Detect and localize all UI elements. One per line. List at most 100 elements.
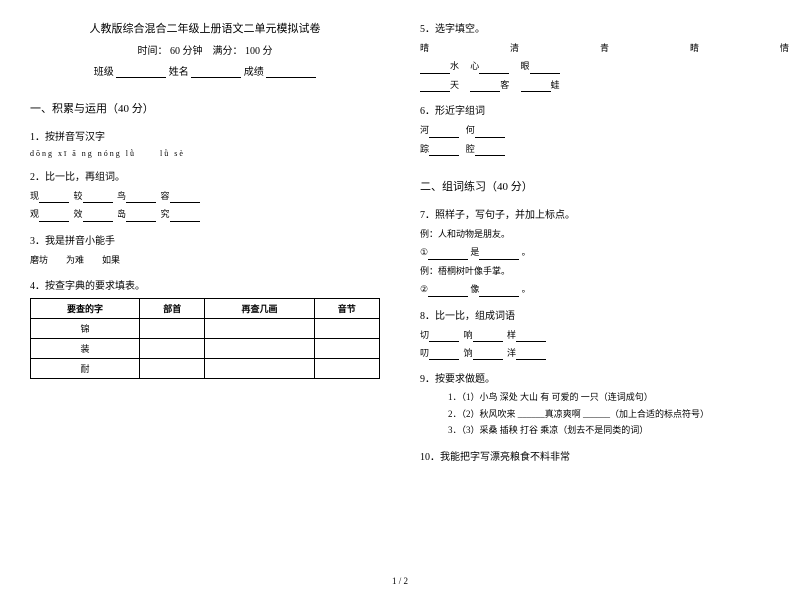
q2-r2-3: 究: [161, 209, 170, 219]
q6-r2-1: 腔: [466, 144, 475, 154]
q4-table: 要查的字 部首 再查几画 音节 锦 装 耐: [30, 298, 380, 379]
q8-row1: 切 响 样: [420, 328, 770, 342]
q7-dot: 。: [522, 247, 531, 257]
grade-label: 成绩: [244, 67, 264, 78]
q2-blank[interactable]: [170, 192, 200, 203]
q5-blank[interactable]: [420, 63, 450, 74]
td-blank[interactable]: [314, 339, 379, 359]
name-blank[interactable]: [191, 67, 241, 78]
q7-blank[interactable]: [428, 286, 468, 297]
q6-blank[interactable]: [429, 145, 459, 156]
td-char: 耐: [31, 359, 140, 379]
td-blank[interactable]: [205, 319, 314, 339]
th-0: 要查的字: [31, 299, 140, 319]
grade-blank[interactable]: [266, 67, 316, 78]
q7-blank[interactable]: [428, 249, 468, 260]
student-info-row: 班级 姓名 成绩: [30, 63, 380, 78]
q6-r1-0: 河: [420, 125, 429, 135]
q9-title: 9．按要求做题。: [420, 370, 770, 385]
td-char: 装: [31, 339, 140, 359]
time-score-line: 时间： 60 分钟 满分： 100 分: [30, 42, 380, 57]
q1-pinyin: dōng xī ā ng nóng lǜ lǜ sè: [30, 149, 380, 158]
q5-blank[interactable]: [470, 81, 500, 92]
q8-blank[interactable]: [516, 349, 546, 360]
q5-blank[interactable]: [530, 63, 560, 74]
table-row: 锦: [31, 319, 380, 339]
q1-pinyin1: dōng xī ā ng nóng lǜ: [30, 149, 136, 158]
q2-r1-0: 现: [30, 191, 39, 201]
q7-ex1: 例：人和动物是朋友。: [420, 227, 770, 241]
td-blank[interactable]: [205, 359, 314, 379]
q5-title: 5．选字填空。: [420, 20, 770, 35]
q7-line1: ① 是 。: [420, 245, 770, 259]
q7-ex2: 例：梧桐树叶像手掌。: [420, 264, 770, 278]
q2-title: 2．比一比，再组词。: [30, 168, 380, 183]
q8-blank[interactable]: [473, 331, 503, 342]
section-2-heading: 二、组词练习（40 分）: [420, 178, 770, 194]
td-blank[interactable]: [140, 339, 205, 359]
q2-r2-0: 观: [30, 209, 39, 219]
left-column: 人教版综合混合二年级上册语文二单元模拟试卷 时间： 60 分钟 满分： 100 …: [30, 20, 380, 469]
page-container: 人教版综合混合二年级上册语文二单元模拟试卷 时间： 60 分钟 满分： 100 …: [0, 0, 800, 479]
q2-blank[interactable]: [126, 192, 156, 203]
q4-title: 4．按查字典的要求填表。: [30, 277, 380, 292]
page-number: 1 / 2: [0, 576, 800, 586]
q5-choices: 晴 清 青 睛 情 请: [420, 41, 770, 55]
q5-blank[interactable]: [479, 63, 509, 74]
q2-blank[interactable]: [39, 192, 69, 203]
table-header-row: 要查的字 部首 再查几画 音节: [31, 299, 380, 319]
q2-blank[interactable]: [39, 211, 69, 222]
q5-w: 客: [500, 80, 509, 90]
q6-r2-0: 踪: [420, 144, 429, 154]
q2-blank[interactable]: [83, 192, 113, 203]
right-column: 5．选字填空。 晴 清 青 睛 情 请 水 心 眼 天 客 蛙 6．形近字组词 …: [420, 20, 770, 469]
q8-r1-2: 样: [507, 330, 516, 340]
q8-blank[interactable]: [429, 331, 459, 342]
q2-blank[interactable]: [170, 211, 200, 222]
td-blank[interactable]: [314, 359, 379, 379]
q6-blank[interactable]: [475, 127, 505, 138]
q8-row2: 叨 饷 洋: [420, 346, 770, 360]
q2-r1-2: 鸟: [117, 191, 126, 201]
q8-blank[interactable]: [429, 349, 459, 360]
section-1-heading: 一、积累与运用（40 分）: [30, 100, 380, 116]
q2-blank[interactable]: [83, 211, 113, 222]
q5-w: 眼: [521, 61, 530, 71]
q5-blank[interactable]: [420, 81, 450, 92]
q7-num2: ②: [420, 284, 428, 294]
td-blank[interactable]: [140, 359, 205, 379]
q8-title: 8．比一比，组成词语: [420, 307, 770, 322]
q8-blank[interactable]: [516, 331, 546, 342]
q2-r1-3: 容: [161, 191, 170, 201]
q1-title: 1．按拼音写汉字: [30, 128, 380, 143]
q7-blank[interactable]: [479, 286, 519, 297]
class-label: 班级: [94, 67, 114, 78]
q7-word2: 像: [470, 284, 479, 294]
td-blank[interactable]: [140, 319, 205, 339]
td-blank[interactable]: [205, 339, 314, 359]
table-row: 耐: [31, 359, 380, 379]
score-label: 满分：: [213, 46, 243, 57]
time-label: 时间：: [138, 46, 168, 57]
q7-dot: 。: [522, 284, 531, 294]
q5-row2: 天 客 蛙: [420, 78, 770, 92]
q6-r1-1: 何: [466, 125, 475, 135]
q8-r2-2: 洋: [507, 348, 516, 358]
score-value: 100 分: [245, 46, 273, 57]
q8-r1-1: 响: [464, 330, 473, 340]
class-blank[interactable]: [116, 67, 166, 78]
q5-blank[interactable]: [521, 81, 551, 92]
td-char: 锦: [31, 319, 140, 339]
q7-blank[interactable]: [479, 249, 519, 260]
q9-item3: 3．（3）采桑 插秧 打谷 乘凉（划去不是同类的词）: [448, 424, 770, 438]
q2-r1-1: 较: [74, 191, 83, 201]
q6-blank[interactable]: [429, 127, 459, 138]
q2-row1: 现 较 鸟 容: [30, 189, 380, 203]
th-3: 音节: [314, 299, 379, 319]
name-label: 姓名: [169, 67, 189, 78]
q8-blank[interactable]: [473, 349, 503, 360]
td-blank[interactable]: [314, 319, 379, 339]
q5-w: 水: [450, 61, 459, 71]
q2-blank[interactable]: [126, 211, 156, 222]
q6-blank[interactable]: [475, 145, 505, 156]
